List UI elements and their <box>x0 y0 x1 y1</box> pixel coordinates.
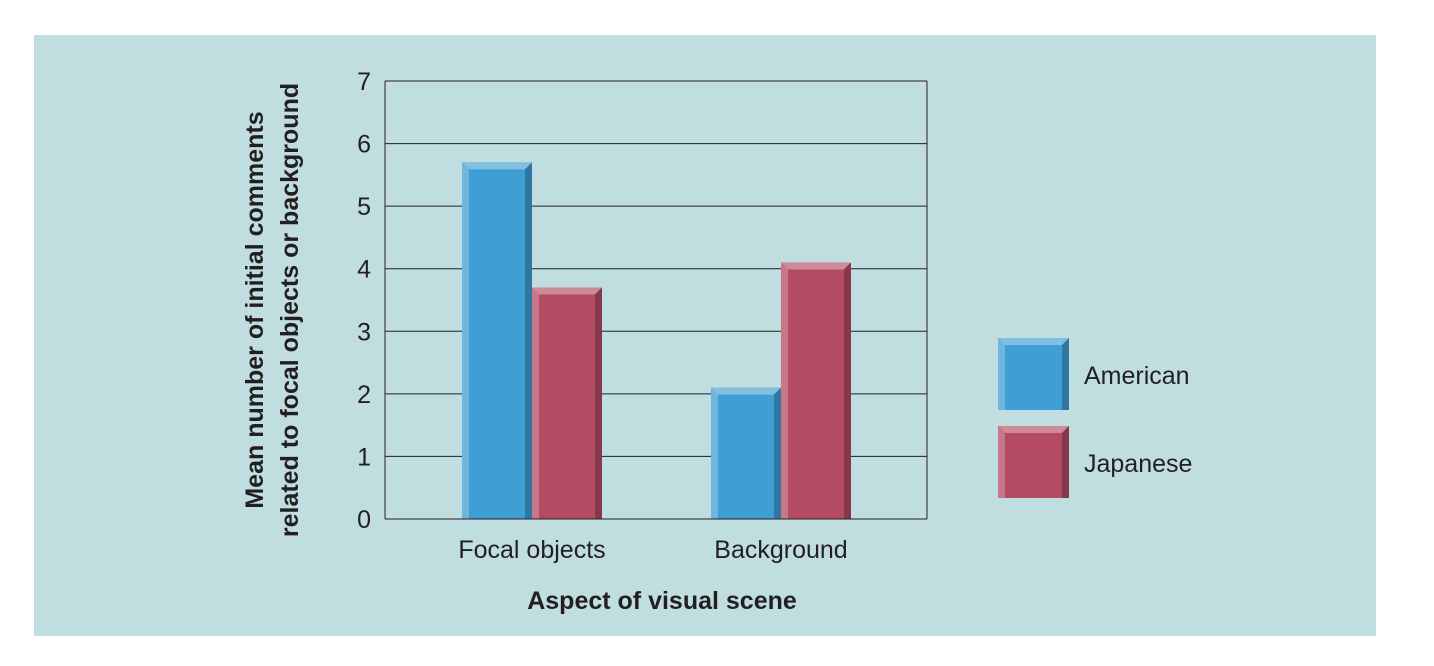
legend-label-japanese: Japanese <box>1084 450 1192 478</box>
x-axis-title: Aspect of visual scene <box>527 587 797 615</box>
bars <box>462 162 851 520</box>
y-tick-label-1: 1 <box>357 443 371 471</box>
bar-japanese-focal-objects <box>532 287 602 519</box>
bar-american-background-face <box>711 387 781 519</box>
chart-panel <box>34 35 1376 636</box>
bar-american-focal-objects-right-bevel <box>525 162 532 520</box>
y-axis-title-line-1: Mean number of initial comments <box>241 111 269 508</box>
legend-label-american: American <box>1084 362 1190 390</box>
bar-american-background-right-bevel <box>774 387 781 519</box>
bar-japanese-background-right-bevel <box>844 262 851 519</box>
bar-american-focal-objects-face <box>462 162 532 520</box>
bar-japanese-focal-objects-right-bevel <box>595 287 602 519</box>
y-axis-title: Mean number of initial comments related … <box>241 83 304 537</box>
legend-swatch-japanese-top-bevel <box>998 426 1069 433</box>
bar-american-focal-objects-left-bevel <box>462 162 469 520</box>
bar-japanese-background-top-bevel <box>781 262 851 270</box>
legend-swatch-american <box>998 338 1069 410</box>
y-tick-labels: 0 1 2 3 4 5 6 7 <box>357 68 371 534</box>
bar-american-background-top-bevel <box>711 387 781 395</box>
legend-swatch-american-left-bevel <box>998 338 1005 410</box>
bar-japanese-background-left-bevel <box>781 262 788 519</box>
y-axis-title-line-2: related to focal objects or background <box>276 83 304 537</box>
y-tick-label-6: 6 <box>357 131 371 159</box>
bar-japanese-focal-objects-face <box>532 287 602 519</box>
legend-swatch-japanese <box>998 426 1069 498</box>
bar-american-focal-objects-top-bevel <box>462 162 532 170</box>
legend-swatch-japanese-left-bevel <box>998 426 1005 498</box>
y-tick-label-5: 5 <box>357 193 371 221</box>
bar-american-background-left-bevel <box>711 387 718 519</box>
bar-japanese-background-face <box>781 262 851 519</box>
y-tick-label-7: 7 <box>357 68 371 96</box>
axes <box>384 81 928 520</box>
bar-japanese-focal-objects-left-bevel <box>532 287 539 519</box>
legend: American Japanese <box>998 338 1192 498</box>
legend-swatch-japanese-right-bevel <box>1062 426 1069 498</box>
legend-swatch-japanese-face <box>998 426 1069 498</box>
y-tick-label-2: 2 <box>357 381 371 409</box>
legend-swatch-american-face <box>998 338 1069 410</box>
bar-american-background <box>711 387 781 519</box>
x-tick-label-0: Focal objects <box>458 536 605 564</box>
y-tick-label-3: 3 <box>357 318 371 346</box>
y-tick-label-4: 4 <box>357 256 371 284</box>
legend-swatch-american-top-bevel <box>998 338 1069 345</box>
bar-japanese-focal-objects-top-bevel <box>532 287 602 295</box>
bar-japanese-background <box>781 262 851 519</box>
bar-american-focal-objects <box>462 162 532 520</box>
x-tick-label-1: Background <box>714 536 847 564</box>
y-tick-label-0: 0 <box>357 506 371 534</box>
x-tick-labels: Focal objects Background <box>458 536 847 564</box>
legend-swatch-american-right-bevel <box>1062 338 1069 410</box>
